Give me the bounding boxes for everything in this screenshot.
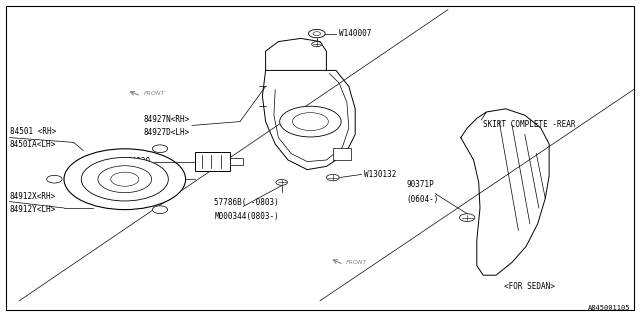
Circle shape	[81, 157, 168, 201]
Circle shape	[308, 29, 325, 38]
Text: 84927N<RH>: 84927N<RH>	[143, 115, 189, 124]
Circle shape	[152, 145, 168, 153]
Text: M000344(0803-): M000344(0803-)	[214, 212, 279, 221]
Text: 90371P: 90371P	[406, 180, 434, 189]
Bar	[230, 158, 243, 165]
Text: SKIRT COMPLETE -REAR: SKIRT COMPLETE -REAR	[483, 120, 575, 129]
Circle shape	[111, 172, 139, 186]
Text: <FOR SEDAN>: <FOR SEDAN>	[504, 282, 554, 291]
Circle shape	[47, 175, 62, 183]
Text: W130132: W130132	[364, 170, 396, 179]
Bar	[195, 152, 230, 171]
Circle shape	[152, 206, 168, 213]
Text: 84912Y<LH>: 84912Y<LH>	[10, 205, 56, 214]
Text: 8450IA<LH>: 8450IA<LH>	[10, 140, 56, 149]
Circle shape	[312, 42, 322, 47]
Text: FRONT: FRONT	[346, 260, 367, 265]
Text: 84912X<RH>: 84912X<RH>	[10, 192, 56, 201]
Circle shape	[64, 149, 186, 210]
Circle shape	[326, 174, 339, 181]
Circle shape	[280, 106, 341, 137]
Circle shape	[460, 214, 475, 221]
Circle shape	[98, 166, 152, 193]
Text: 57786B( -0803): 57786B( -0803)	[214, 198, 279, 207]
Text: A845001105: A845001105	[588, 305, 630, 311]
Text: 84927D<LH>: 84927D<LH>	[143, 128, 189, 137]
Bar	[333, 148, 351, 160]
Text: 84501 <RH>: 84501 <RH>	[10, 127, 56, 136]
Text: W140007: W140007	[339, 29, 372, 38]
Circle shape	[313, 32, 321, 36]
Text: 84920: 84920	[127, 157, 150, 166]
Circle shape	[276, 180, 287, 185]
Circle shape	[292, 113, 328, 131]
Text: (0604-): (0604-)	[406, 195, 439, 204]
Text: FRONT: FRONT	[143, 91, 164, 96]
